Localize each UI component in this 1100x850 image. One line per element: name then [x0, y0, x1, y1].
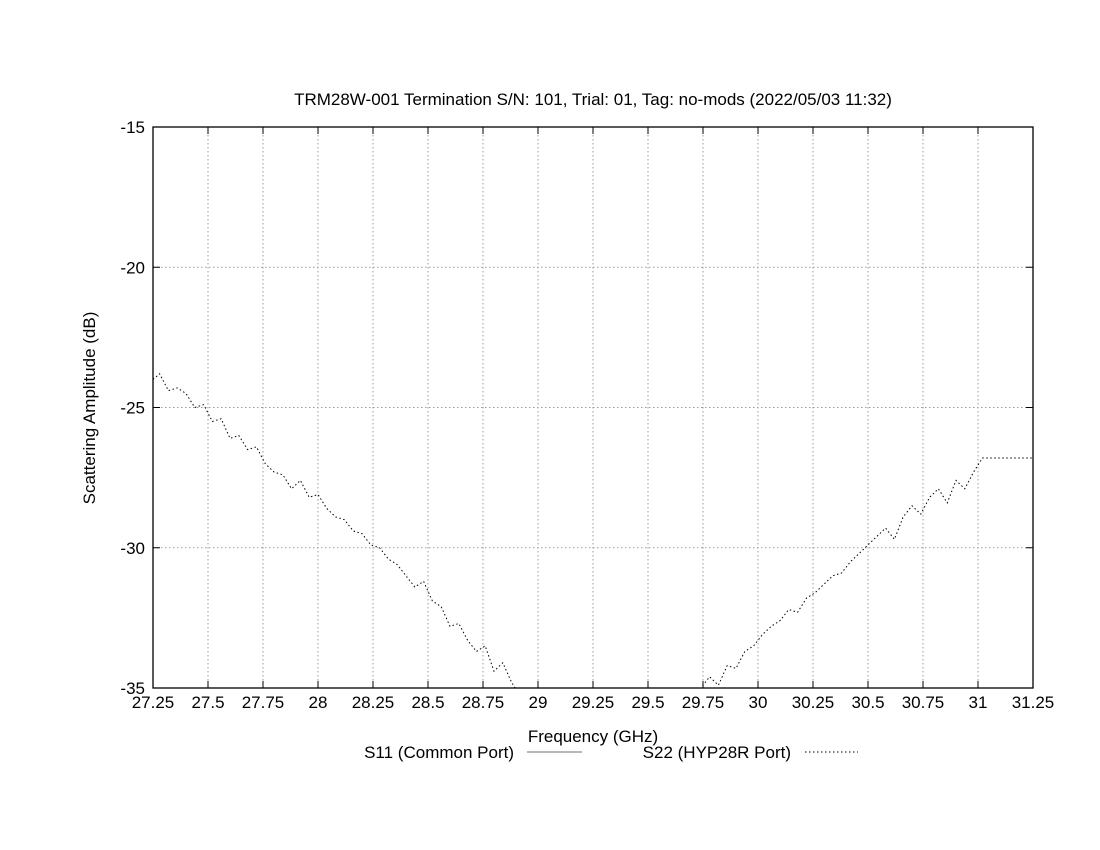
x-tick-label: 28 — [309, 693, 328, 712]
legend-label-s11: S11 (Common Port) — [364, 743, 514, 762]
x-tick-labels: 27.25 27.5 27.75 28 28.25 28.5 28.75 29 29.25 29.… — [132, 693, 1055, 712]
x-tick-label: 31 — [969, 693, 988, 712]
y-tick-label: -20 — [120, 258, 145, 277]
y-tick-label: -30 — [120, 539, 145, 558]
x-tick-label: 28.75 — [462, 693, 505, 712]
x-tick-label: 29.75 — [682, 693, 725, 712]
x-tick-label: 29.5 — [631, 693, 664, 712]
x-tick-label: 27.5 — [191, 693, 224, 712]
y-tick-label: -35 — [120, 679, 145, 698]
x-tick-label: 30.75 — [902, 693, 945, 712]
x-tick-label: 30 — [749, 693, 768, 712]
x-tick-label: 28.25 — [352, 693, 395, 712]
y-tick-label: -15 — [120, 118, 145, 137]
x-tick-label: 30.25 — [792, 693, 835, 712]
x-tick-label: 31.25 — [1012, 693, 1055, 712]
grid — [153, 127, 1033, 688]
y-tick-labels: -15 -20 -25 -30 -35 — [120, 118, 145, 698]
x-tick-label: 28.5 — [411, 693, 444, 712]
ticks — [152, 126, 1034, 689]
y-tick-label: -25 — [120, 399, 145, 418]
x-tick-label: 27.75 — [242, 693, 285, 712]
legend-label-s22: S22 (HYP28R Port) — [643, 743, 791, 762]
series-line-s22 — [153, 373, 1033, 688]
chart-title: TRM28W-001 Termination S/N: 101, Trial: … — [294, 90, 892, 109]
x-axis-label: Frequency (GHz) — [528, 727, 658, 746]
legend: S11 (Common Port) S22 (HYP28R Port) — [364, 743, 858, 762]
x-tick-label: 29 — [529, 693, 548, 712]
x-tick-label: 27.25 — [132, 693, 175, 712]
x-tick-label: 30.5 — [851, 693, 884, 712]
series-layer — [153, 373, 1033, 688]
x-tick-label: 29.25 — [572, 693, 615, 712]
y-axis-label: Scattering Amplitude (dB) — [80, 312, 99, 505]
